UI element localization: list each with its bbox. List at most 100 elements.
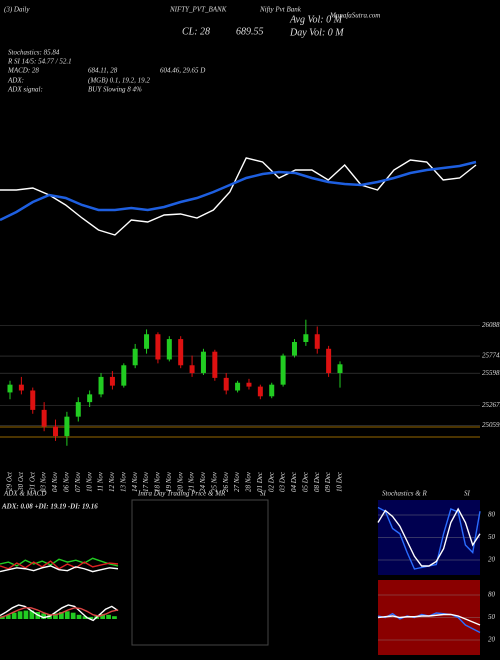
histogram-bar — [59, 612, 64, 619]
x-tick-label: 08 Dec — [313, 471, 321, 492]
x-tick-label: 03 Nov — [40, 471, 48, 492]
candle-body — [280, 355, 286, 385]
x-tick-label: 04 Dec — [290, 471, 298, 492]
intraday-title2: SI — [260, 490, 267, 498]
histogram-bar — [112, 616, 117, 619]
histogram-bar — [64, 611, 70, 619]
y-tick-label: 20 — [488, 556, 496, 564]
adx-signal-v: BUY Slowing 8 4% — [88, 86, 142, 94]
x-tick-label: 07 Nov — [74, 471, 82, 492]
panel-title: SI — [464, 490, 471, 498]
panel-title: ADX & MACD — [3, 490, 46, 498]
x-tick-label: 10 Nov — [85, 471, 93, 492]
candle-body — [64, 416, 70, 437]
histogram-bar — [17, 611, 23, 619]
candle-body — [223, 377, 229, 391]
histogram-bar — [76, 614, 82, 619]
x-tick-label: 02 Dec — [267, 471, 275, 492]
candle-body — [155, 334, 161, 360]
candle-body — [257, 386, 263, 397]
candle-body — [18, 384, 24, 391]
histogram-bar — [82, 616, 88, 619]
candle-body — [109, 376, 115, 386]
y-tick-label: 25598.6 — [482, 369, 500, 377]
candle-body — [314, 334, 320, 349]
x-tick-label: 19 Nov — [165, 471, 173, 492]
rsi: R SI 14/5: 54.77 / 52.1 — [7, 58, 72, 66]
candle-body — [326, 348, 332, 374]
macd-b: 604.46, 29.65 D — [160, 67, 205, 75]
panel-title: Stochastics & R — [382, 490, 427, 498]
candle-body — [178, 339, 184, 366]
y-tick-label: 80 — [488, 591, 496, 599]
x-tick-label: 28 Nov — [245, 471, 253, 492]
x-tick-label: 26 Nov — [222, 471, 230, 492]
histogram-bar — [0, 616, 5, 619]
x-tick-label: 27 Nov — [233, 471, 241, 492]
histogram-bar — [29, 610, 35, 619]
x-tick-label: 11 Nov — [97, 471, 105, 491]
histogram-bar — [11, 612, 17, 619]
candle-body — [53, 426, 59, 437]
line-series — [377, 507, 481, 567]
x-tick-label: 13 Nov — [119, 471, 127, 492]
y-tick-label: 25267.75 — [482, 401, 500, 409]
y-tick-label: 50 — [488, 613, 496, 621]
y-tick-label: 25774.75 — [482, 352, 500, 360]
line-series — [0, 565, 119, 573]
line-series — [377, 613, 481, 626]
candle-body — [75, 402, 81, 417]
panel-subtitle: ADX: 0.08 +DI: 19.19 -DI: 19.16 — [1, 503, 98, 511]
x-tick-label: 04 Nov — [51, 471, 59, 492]
x-tick-label: 10 Dec — [336, 471, 344, 492]
source: MunafaSutra.com — [329, 12, 380, 20]
x-tick-label: 05 Dec — [301, 471, 309, 492]
candle-body — [235, 382, 241, 391]
histogram-bar — [41, 613, 47, 619]
candle-body — [269, 384, 275, 397]
candle-body — [41, 409, 47, 427]
symbol: NIFTY_PVT_BANK — [169, 6, 227, 14]
candle-body — [98, 376, 104, 395]
candle-body — [303, 334, 309, 342]
x-tick-label: 21 Nov — [188, 471, 196, 492]
name: Nifty Pvt Bank — [259, 6, 302, 14]
candle-body — [166, 339, 172, 360]
y-tick-label: 20 — [488, 636, 496, 644]
x-tick-label: 12 Nov — [108, 471, 116, 492]
candle-body — [30, 390, 36, 410]
x-tick-label: 09 Dec — [324, 471, 332, 492]
histogram-bar — [70, 612, 76, 619]
candle-body — [212, 351, 218, 378]
candle-body — [121, 365, 127, 386]
avg-vol: Avg Vol: 0 M — [289, 14, 343, 25]
histogram-bar — [100, 614, 106, 619]
x-tick-label: 03 Dec — [279, 471, 287, 492]
line-series — [0, 560, 119, 570]
x-tick-label: 25 Nov — [210, 471, 218, 492]
line-series — [0, 160, 477, 222]
y-tick-label: 26088.9 — [482, 321, 500, 329]
x-tick-label: 14 Nov — [131, 471, 139, 492]
y-tick-label: 25059.4 — [482, 421, 500, 429]
x-tick-label: 29 Oct — [6, 471, 14, 491]
stoch: Stochastics: 85.84 — [8, 49, 60, 57]
histogram-bar — [5, 614, 11, 619]
macd: MACD: 28 — [7, 67, 39, 75]
close: CL: 28 — [182, 26, 210, 37]
x-tick-label: 17 Nov — [142, 471, 150, 492]
candle-body — [144, 334, 150, 349]
candle-body — [189, 365, 195, 374]
price: 689.55 — [236, 26, 264, 37]
adx-v: (MGB) 0.1, 19.2, 19.2 — [88, 77, 150, 85]
histogram-bar — [23, 610, 29, 619]
candle-body — [337, 364, 343, 374]
day-vol: Day Vol: 0 M — [289, 27, 344, 38]
histogram-bar — [88, 616, 94, 619]
candle-body — [291, 342, 297, 356]
candle-body — [7, 384, 13, 393]
x-tick-label: 01 Dec — [256, 471, 264, 492]
adx-signal: ADX signal: — [7, 86, 43, 94]
intraday-title: Intra Day Trading Price & MR — [137, 490, 226, 498]
